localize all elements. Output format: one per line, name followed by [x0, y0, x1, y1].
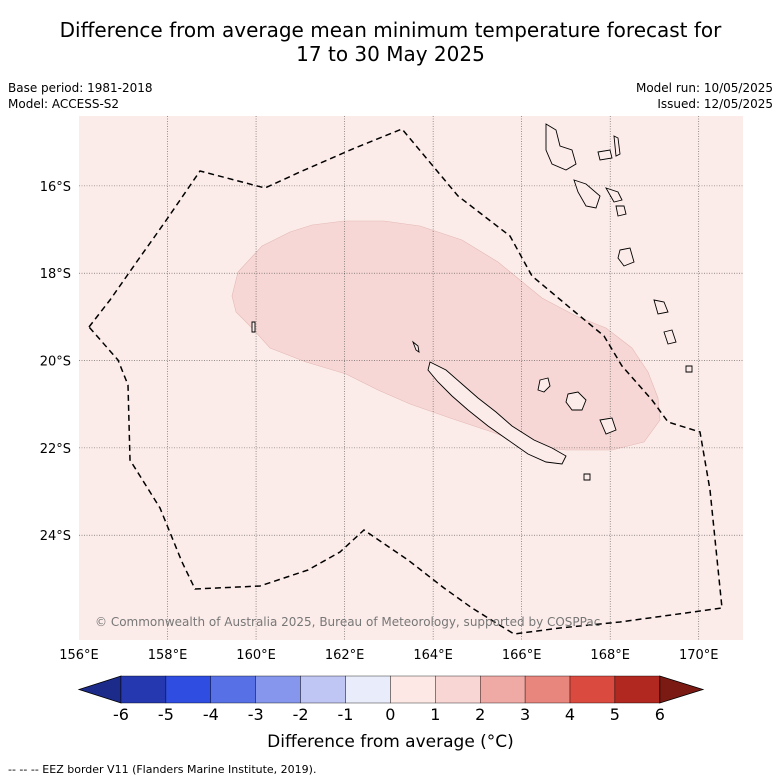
espiritu-santo-island	[545, 123, 577, 171]
colorbar-tick-label: -1	[338, 705, 354, 724]
colorbar-bin	[390, 675, 436, 704]
belep-islands	[412, 340, 420, 353]
maewo-island	[613, 135, 621, 157]
isle-of-pines	[583, 473, 591, 481]
colorbar-extend-high	[659, 675, 705, 704]
colorbar-tick-label: -3	[248, 705, 264, 724]
colorbar-tick-label: -4	[203, 705, 219, 724]
colorbar-bin	[435, 675, 481, 704]
grande-terre-island	[427, 361, 567, 465]
malekula-island	[573, 179, 601, 209]
meta-left: Base period: 1981-2018 Model: ACCESS-S2	[8, 80, 153, 112]
colorbar-bin	[345, 675, 391, 704]
chesterfield-reef	[251, 321, 256, 333]
lon-tick-label: 160°E	[236, 648, 276, 663]
colorbar-bin	[210, 675, 256, 704]
colorbar-tick-label: 2	[475, 705, 485, 724]
eez-border	[88, 128, 723, 635]
model-run: Model run: 10/05/2025	[635, 81, 773, 95]
colorbar-title: Difference from average (°C)	[267, 732, 514, 752]
colorbar-tick-label: -6	[113, 705, 129, 724]
lat-tick-label: 18°S	[40, 267, 71, 282]
colorbar: -6 -5 -4 -3 -2 -1 0 1 2 3 4 5 6	[77, 675, 705, 724]
loyalty-island-lifou	[565, 391, 587, 411]
vanuatu-islands	[545, 123, 693, 373]
colorbar-bin	[614, 675, 661, 704]
ambrym-island	[615, 205, 627, 217]
lon-tick-label: 156°E	[59, 648, 99, 663]
lon-tick-label: 166°E	[502, 648, 542, 663]
colorbar-tick-label: -2	[293, 705, 309, 724]
colorbar-extend-low	[77, 675, 122, 704]
colorbar-tick-label: 3	[520, 705, 530, 724]
erromango-island	[653, 299, 669, 315]
colorbar-tick-label: 4	[565, 705, 575, 724]
colorbar-bin	[300, 675, 346, 704]
aneityum-island	[685, 365, 693, 373]
tanna-island	[663, 329, 677, 345]
issued-date: Issued: 12/05/2025	[657, 97, 773, 111]
colorbar-bin	[524, 675, 571, 704]
malo-island	[597, 149, 613, 161]
lat-tick-label: 16°S	[40, 180, 71, 195]
model-name: Model: ACCESS-S2	[8, 97, 120, 111]
lat-tick-label: 22°S	[40, 442, 71, 457]
loyalty-island-ouvea	[537, 377, 551, 393]
efate-island	[617, 247, 635, 267]
lat-tick-label: 24°S	[40, 529, 71, 544]
colorbar-tick-label: 1	[430, 705, 440, 724]
colorbar-bin	[480, 675, 526, 704]
page-title: Difference from average mean minimum tem…	[0, 18, 781, 66]
title-line-2: 17 to 30 May 2025	[296, 42, 485, 66]
base-period: Base period: 1981-2018	[8, 81, 153, 95]
colorbar-bin	[255, 675, 301, 704]
axis-tick-labels: 156°E 158°E 160°E 162°E 164°E 166°E 168°E 170°E…	[40, 180, 719, 663]
new-caledonia-islands	[251, 321, 617, 481]
colorbar-tick-label: 6	[655, 705, 665, 724]
lon-tick-label: 158°E	[148, 648, 188, 663]
pentecost-island	[605, 187, 623, 203]
colorbar-tick-label: 5	[610, 705, 620, 724]
eez-footnote: -- -- -- EEZ border V11 (Flanders Marine…	[8, 763, 317, 776]
loyalty-island-mare	[599, 417, 617, 435]
colorbar-tick-label: -5	[158, 705, 174, 724]
lon-tick-label: 170°E	[679, 648, 719, 663]
lon-tick-label: 162°E	[325, 648, 365, 663]
title-line-1: Difference from average mean minimum tem…	[59, 18, 722, 42]
colorbar-bin	[165, 675, 211, 704]
colorbar-bin	[569, 675, 616, 704]
colorbar-tick-label: 0	[385, 705, 395, 724]
copyright-notice: © Commonwealth of Australia 2025, Bureau…	[95, 615, 600, 629]
lon-tick-label: 168°E	[590, 648, 630, 663]
lat-tick-label: 20°S	[40, 355, 71, 370]
colorbar-bin	[120, 675, 167, 704]
lon-tick-label: 164°E	[413, 648, 453, 663]
meta-right: Model run: 10/05/2025 Issued: 12/05/2025	[636, 80, 773, 112]
